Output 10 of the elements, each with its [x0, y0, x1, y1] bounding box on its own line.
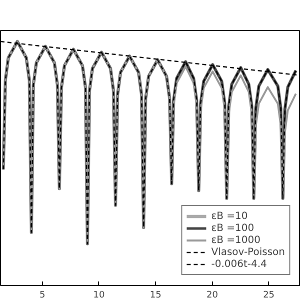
legend-label: εB =100: [211, 222, 254, 234]
x-tick-label: 25: [263, 290, 275, 300]
legend-label: εB =1000: [211, 234, 260, 246]
legend-label: Vlasov-Poisson: [211, 246, 285, 258]
legend-label: -0.006t-4.4: [211, 258, 267, 270]
x-tick-label: 20: [206, 290, 218, 300]
x-tick-label: 15: [150, 290, 162, 300]
x-tick-label: 5: [40, 290, 46, 300]
legend-label: εB =10: [211, 210, 248, 222]
x-tick-label: 10: [93, 290, 105, 300]
